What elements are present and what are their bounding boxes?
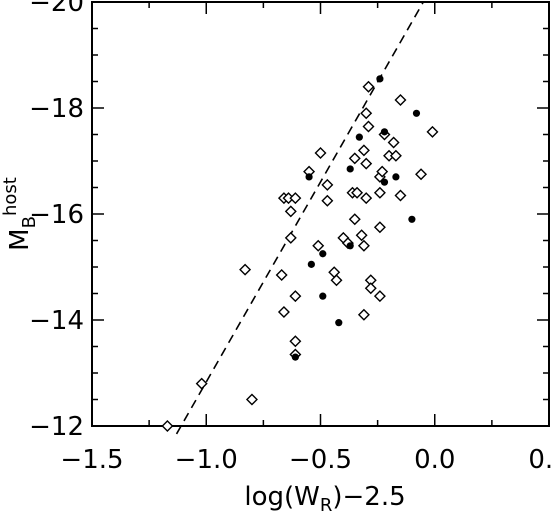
open-diamond-point (330, 274, 343, 287)
x-axis-label: log(WR)−2.5 (244, 482, 405, 513)
y-tick-label: −12 (29, 412, 84, 442)
open-diamond-point (373, 186, 386, 199)
filled-circle-point (305, 173, 313, 181)
open-diamond-point (362, 80, 375, 93)
open-diamond-point (387, 136, 400, 149)
open-diamond-point (364, 282, 377, 295)
open-diamond-point (321, 178, 334, 191)
filled-circle-point (335, 319, 343, 327)
y-axis-ticks: −20 −18 −16 −14 −12 (29, 0, 549, 442)
fit-line-group (175, 1, 425, 435)
open-diamond-point (415, 168, 428, 181)
open-diamond-point (357, 308, 370, 321)
open-diamond-point (321, 194, 334, 207)
open-diamond-point (314, 147, 327, 160)
open-diamond-point (360, 157, 373, 170)
open-diamond-point (355, 229, 368, 242)
open-diamond-point (195, 377, 208, 390)
x-tick-label: −0.5 (289, 445, 352, 475)
filled-circle-point (319, 250, 327, 258)
y-tick-label: −20 (29, 0, 84, 18)
open-diamond-point (357, 144, 370, 157)
plot-frame (91, 1, 550, 427)
open-diamond-point (239, 263, 252, 276)
open-diamond-point (161, 420, 174, 432)
filled-circle-point (380, 178, 389, 186)
y-axis-label: MBhost (0, 177, 40, 251)
open-diamond-point (394, 94, 407, 107)
filled-circle-point (346, 165, 354, 173)
open-diamond-point (373, 290, 386, 303)
y-tick-label: −16 (29, 200, 84, 230)
open-diamond-point (360, 192, 373, 205)
filled-circle-point (307, 260, 315, 268)
x-axis-ticks: −1.5 −1.0 −0.5 0.0 0.5 (60, 2, 552, 475)
open-diamond-point (312, 239, 325, 252)
filled-circle-point (346, 242, 354, 250)
filled-circle-point (392, 173, 400, 181)
filled-circle-point (376, 75, 384, 83)
open-diamond-point (426, 125, 439, 138)
x-tick-label: −1.0 (175, 445, 238, 475)
x-tick-label: 0.5 (528, 445, 552, 475)
open-diamond-point (373, 221, 386, 234)
open-diamond-point (289, 192, 302, 205)
fit-line (175, 1, 425, 435)
open-diamond-point (275, 268, 288, 281)
open-diamond-point (284, 231, 297, 244)
open-diamond-point (376, 165, 389, 178)
filled-circle-point (291, 353, 299, 361)
x-tick-label: −1.5 (60, 445, 123, 475)
filled-circle-point (408, 215, 416, 223)
filled-circle-point (412, 109, 421, 117)
y-tick-label: −18 (29, 94, 84, 124)
data-points (161, 75, 439, 432)
open-diamond-point (348, 213, 361, 226)
open-diamond-point (360, 107, 373, 120)
y-tick-label: −14 (29, 306, 84, 336)
open-diamond-point (394, 189, 407, 202)
open-diamond-point (351, 186, 364, 199)
open-diamond-point (362, 120, 375, 133)
open-diamond-point (389, 149, 402, 162)
open-diamond-point (289, 290, 302, 303)
open-diamond-point (284, 205, 297, 218)
open-diamond-point (289, 335, 302, 348)
filled-circle-point (380, 128, 389, 136)
filled-circle-point (319, 292, 327, 300)
open-diamond-point (348, 152, 361, 165)
open-diamond-point (357, 239, 370, 252)
filled-circle-point (355, 133, 363, 141)
x-tick-label: 0.0 (414, 445, 455, 475)
open-diamond-point (245, 393, 258, 406)
open-diamond-point (277, 306, 290, 319)
